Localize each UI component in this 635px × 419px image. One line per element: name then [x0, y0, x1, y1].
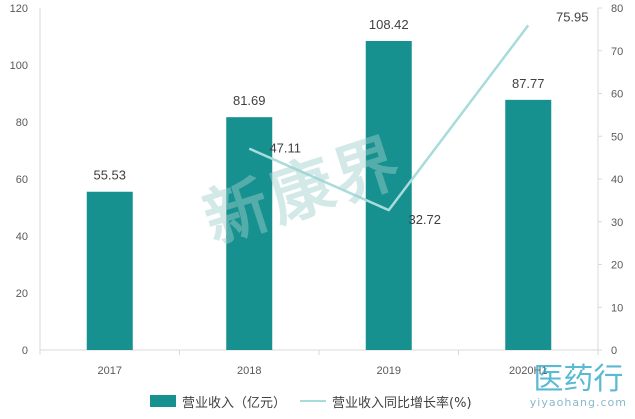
y-left-tick-label: 20 — [16, 288, 28, 300]
y-right-tick-label: 70 — [611, 46, 623, 58]
y-right-tick-label: 80 — [611, 3, 623, 15]
y-right-tick-label: 0 — [611, 345, 617, 357]
y-right-tick-label: 40 — [611, 174, 623, 186]
legend-label-revenue: 营业收入（亿元） — [182, 395, 287, 411]
bar — [226, 117, 273, 350]
growth-line — [248, 24, 530, 212]
y-left-tick-label: 100 — [10, 60, 28, 72]
bar-data-label: 108.42 — [369, 17, 409, 32]
chart-legend: 营业收入（亿元） 营业收入同比增长率(%) — [150, 391, 486, 411]
legend-item-revenue: 营业收入（亿元） — [150, 392, 286, 411]
bar-data-label: 87.77 — [512, 76, 545, 91]
y-right-tick-label: 20 — [611, 260, 623, 272]
line-data-label: 47.11 — [269, 141, 301, 156]
bar — [365, 41, 412, 351]
x-tick-label: 2020H1 — [509, 365, 548, 377]
line-data-label: 32.72 — [408, 212, 441, 227]
legend-item-growth: 营业收入同比增长率(%) — [300, 392, 472, 411]
x-tick-label: 2017 — [98, 365, 122, 377]
legend-label-growth: 营业收入同比增长率(%) — [332, 395, 472, 411]
x-tick-label: 2018 — [237, 365, 261, 377]
y-left-tick-label: 80 — [16, 117, 28, 129]
bar — [505, 99, 552, 350]
y-right-tick-label: 10 — [611, 302, 623, 314]
y-right-tick-label: 30 — [611, 217, 623, 229]
y-right-tick-label: 50 — [611, 131, 623, 143]
y-left-tick-label: 40 — [16, 231, 28, 243]
legend-swatch-bar — [150, 395, 176, 407]
y-right-tick-label: 60 — [611, 89, 623, 101]
y-left-tick-label: 120 — [10, 3, 28, 15]
bar-data-label: 55.53 — [93, 168, 126, 183]
bar-data-label: 81.69 — [233, 93, 266, 108]
y-left-tick-label: 60 — [16, 174, 28, 186]
y-left-tick-label: 0 — [22, 345, 28, 357]
line-data-label: 75.95 — [556, 9, 589, 24]
bar — [86, 191, 133, 350]
legend-swatch-line — [300, 400, 327, 402]
x-tick-label: 2019 — [377, 365, 401, 377]
